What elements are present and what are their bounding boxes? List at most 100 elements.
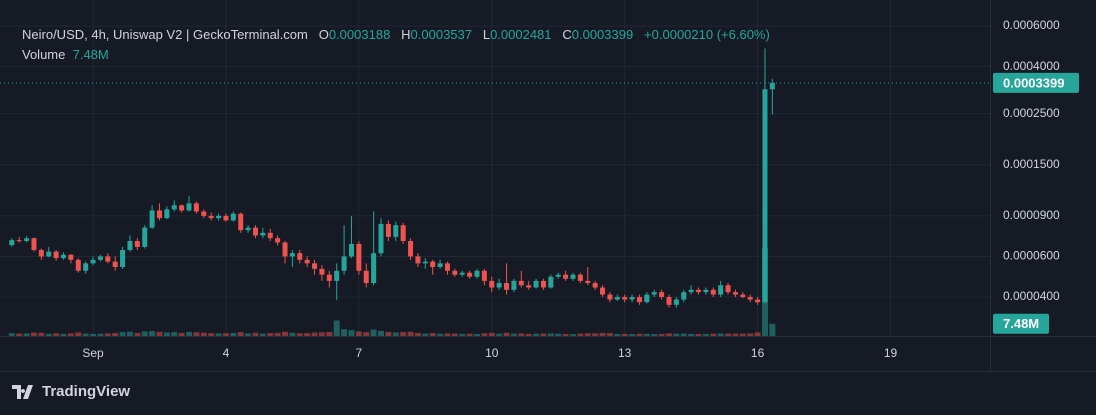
x-tick-label: 7 <box>356 346 363 360</box>
candle-body <box>555 274 561 277</box>
candle-body <box>666 297 672 305</box>
volume-bar <box>8 333 15 336</box>
volume-bar <box>178 332 185 336</box>
candle-body <box>24 238 30 242</box>
volume-bar <box>259 333 266 336</box>
volume-bar <box>747 333 754 336</box>
candle-body <box>238 213 244 231</box>
candle-body <box>75 259 81 271</box>
volume-bar <box>629 334 636 336</box>
volume-bar <box>717 333 724 336</box>
candle-body <box>105 256 111 262</box>
candle-body <box>68 254 74 260</box>
volume-box <box>993 313 1049 334</box>
close-value: 0.0003399 <box>571 27 634 42</box>
volume-bar <box>245 333 252 336</box>
candle-body <box>622 297 628 300</box>
volume-name: Volume <box>22 47 66 62</box>
candle-body <box>430 261 436 267</box>
y-tick-label: 0.0004000 <box>1003 59 1060 73</box>
candle-body <box>149 210 155 228</box>
volume-bar <box>725 333 732 336</box>
volume-bar <box>90 333 97 336</box>
candle-body <box>673 299 679 305</box>
volume-bar <box>658 333 665 336</box>
brand[interactable]: TradingView <box>12 383 130 400</box>
volume-bar <box>193 332 200 336</box>
volume-bar <box>378 330 385 336</box>
volume-bar <box>429 333 436 336</box>
candle-body <box>9 240 15 246</box>
volume-bar <box>732 333 739 336</box>
candle-body <box>378 223 384 254</box>
volume-bar <box>392 332 399 336</box>
volume-bar <box>296 333 303 336</box>
volume-bar <box>252 332 259 336</box>
candle-body <box>164 209 170 219</box>
volume-bar <box>141 331 148 336</box>
candle-body <box>16 240 22 242</box>
candle-body <box>179 205 185 211</box>
candle-body <box>275 238 281 243</box>
volume-bar <box>237 332 244 336</box>
candle-body <box>703 289 709 293</box>
candle-body <box>732 292 738 295</box>
candle-body <box>607 294 613 300</box>
volume-box-label: 7.48M <box>1003 316 1039 331</box>
candle-body <box>363 270 369 284</box>
candle-body <box>681 292 687 300</box>
volume-bar <box>400 332 407 336</box>
brand-logo <box>12 384 33 399</box>
volume-bar <box>363 332 370 336</box>
volume-bar <box>680 333 687 336</box>
candle-body <box>408 241 414 257</box>
volume-bar <box>407 331 414 336</box>
candle-body <box>326 274 332 281</box>
x-tick-label: 16 <box>751 346 765 360</box>
volume-bar <box>621 333 628 336</box>
y-tick-label: 0.0000900 <box>1003 208 1060 222</box>
candle-body <box>659 292 665 298</box>
x-tick-label: 10 <box>485 346 499 360</box>
volume-bar <box>577 333 584 336</box>
volume-bar <box>215 333 222 336</box>
volume-bar <box>16 333 23 336</box>
candle-body <box>740 294 746 298</box>
volume-bar <box>200 332 207 336</box>
x-tick-label: 13 <box>618 346 632 360</box>
volume-bar <box>318 332 325 336</box>
volume-bar <box>547 333 554 336</box>
volume-bar <box>267 333 274 336</box>
candle-body <box>304 259 310 264</box>
candle-body <box>400 225 406 242</box>
volume-bar <box>614 334 621 336</box>
candle-body <box>540 280 546 288</box>
candle-body <box>186 203 192 211</box>
candle-body <box>747 297 753 300</box>
volume-bar <box>643 333 650 336</box>
volume-bar <box>112 333 119 336</box>
volume-bar <box>695 334 702 336</box>
candle-body <box>696 289 702 293</box>
volume-bar <box>126 331 133 336</box>
candle-body <box>230 213 236 221</box>
volume-bar <box>533 333 540 336</box>
volume-bar <box>163 332 170 336</box>
candle-body <box>651 292 657 295</box>
volume-bar <box>518 333 525 336</box>
candle-body <box>504 283 510 290</box>
x-tick-label: 4 <box>223 346 230 360</box>
last-price-label: 0.0003399 <box>1003 75 1064 90</box>
volume-bar <box>30 332 37 336</box>
volume-bar <box>171 332 178 336</box>
volume-bar <box>311 332 318 336</box>
candle-body <box>38 249 44 257</box>
volume-bar <box>488 332 495 336</box>
y-tick-label: 0.0002500 <box>1003 106 1060 120</box>
volume-bar <box>510 333 517 336</box>
candle-body <box>61 254 67 259</box>
volume-bar <box>496 333 503 336</box>
volume-bar <box>702 333 709 336</box>
